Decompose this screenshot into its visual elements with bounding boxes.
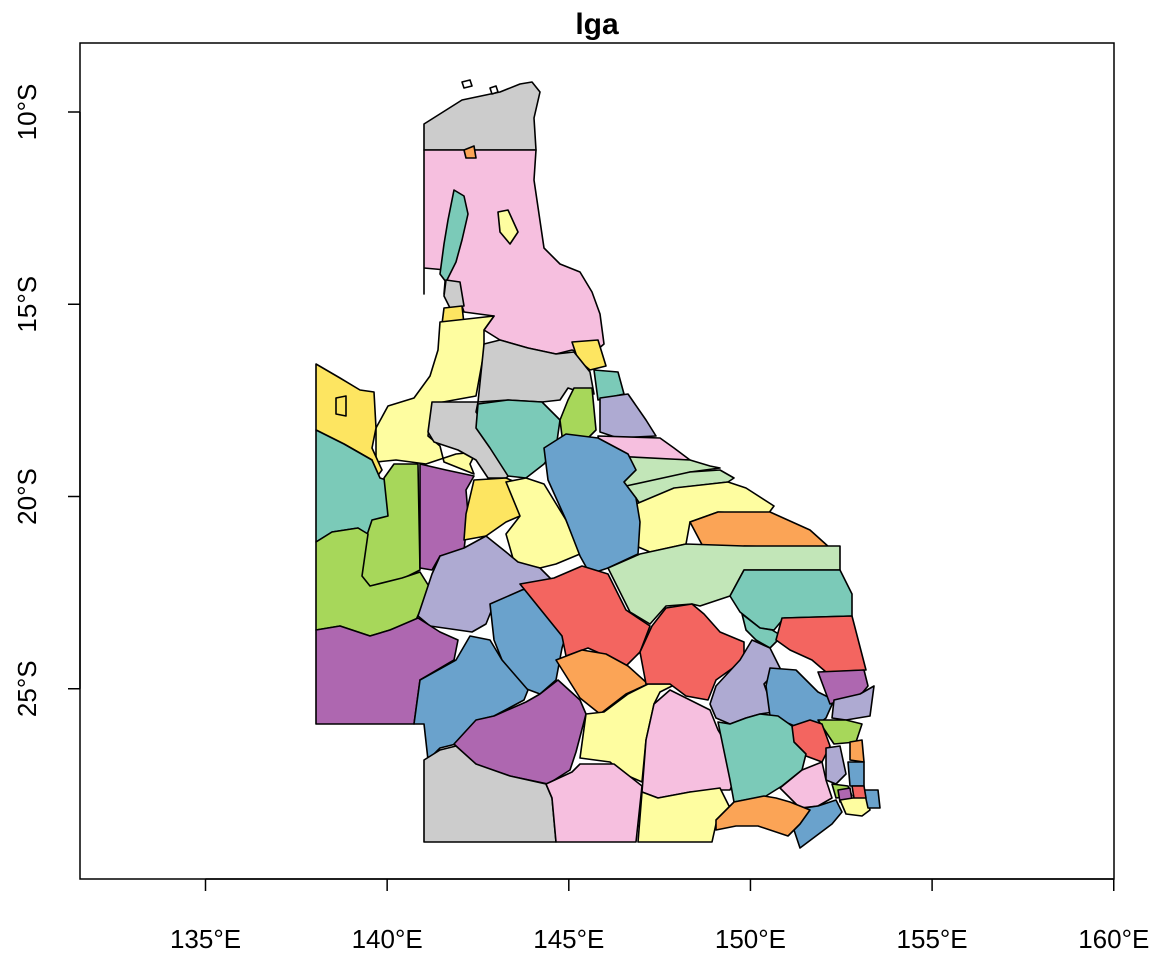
region-cassowary <box>599 393 657 439</box>
region-mapoon <box>443 279 465 309</box>
map-title: lga <box>575 8 619 41</box>
region-flinders <box>543 433 641 575</box>
island-1 <box>461 79 473 89</box>
island-4 <box>497 209 519 245</box>
region-gympie <box>817 719 863 745</box>
region-polygons <box>315 79 881 849</box>
y-tick-label: 20°S <box>12 468 42 525</box>
region-boulia <box>315 617 459 725</box>
region-etheridge-2 <box>475 399 561 479</box>
island-2 <box>489 85 499 95</box>
y-tick-label: 15°S <box>12 276 42 333</box>
x-tick-label: 135°E <box>170 924 241 954</box>
x-tick-label: 150°E <box>715 924 786 954</box>
y-axis: 10°S 15°S 20°S 25°S <box>12 84 81 717</box>
region-bulloo <box>423 745 557 843</box>
x-tick-label: 160°E <box>1078 924 1149 954</box>
region-moreton <box>825 745 847 785</box>
x-axis: 135°E 140°E 145°E 150°E 155°E 160°E <box>170 878 1149 954</box>
region-banana <box>741 613 783 649</box>
region-scenic-rim <box>851 785 867 799</box>
region-sunshine-coast <box>849 739 865 763</box>
region-brisbane <box>847 761 865 787</box>
region-aurukun <box>439 189 469 283</box>
region-richmond <box>505 477 581 569</box>
x-tick-label: 155°E <box>897 924 968 954</box>
y-tick-label: 25°S <box>12 660 42 717</box>
island-5 <box>463 145 477 159</box>
y-tick-label: 10°S <box>12 84 42 141</box>
island-3 <box>335 395 347 417</box>
region-northern-peninsula <box>423 81 541 151</box>
region-central-highlands <box>639 603 745 701</box>
region-goondiwindi <box>715 795 811 837</box>
region-rockhampton <box>729 569 853 631</box>
region-redland <box>863 789 881 809</box>
region-gladstone <box>775 615 867 673</box>
region-fraser <box>831 685 875 721</box>
x-tick-label: 145°E <box>533 924 604 954</box>
x-tick-label: 140°E <box>352 924 423 954</box>
region-balonne <box>637 787 731 843</box>
region-mckinlay <box>463 477 521 541</box>
region-tablelands <box>559 387 597 439</box>
